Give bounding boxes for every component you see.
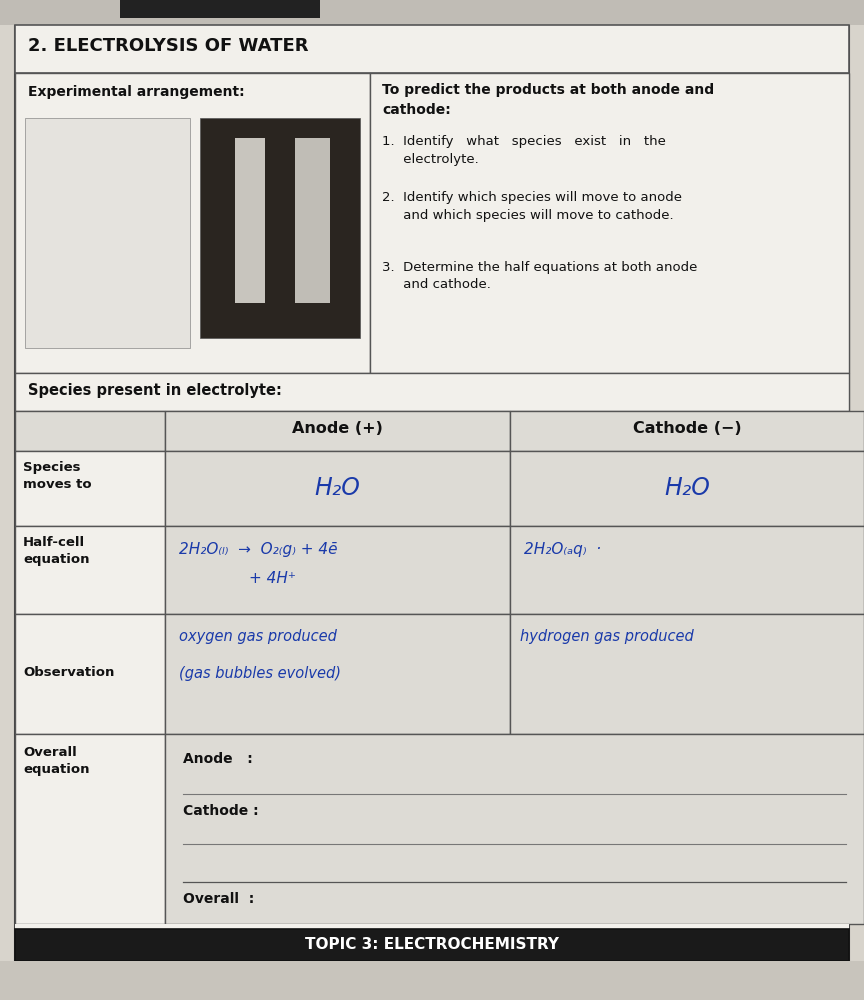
Bar: [510, 614, 864, 734]
Text: Anode   :: Anode :: [183, 752, 253, 766]
Text: Cathode (−): Cathode (−): [632, 421, 741, 436]
Text: 2H₂O₍ₗ₎  →  O₂₍g₎ + 4ē: 2H₂O₍ₗ₎ → O₂₍g₎ + 4ē: [179, 542, 338, 557]
Text: Observation: Observation: [23, 666, 114, 679]
Text: 2. ELECTROLYSIS OF WATER: 2. ELECTROLYSIS OF WATER: [28, 37, 308, 55]
Text: Experimental arrangement:: Experimental arrangement:: [28, 85, 245, 99]
Text: Species present in electrolyte:: Species present in electrolyte:: [28, 383, 282, 398]
Text: Species
moves to: Species moves to: [23, 461, 92, 491]
Bar: [510, 526, 864, 614]
Bar: [235, 138, 265, 303]
Bar: [200, 118, 360, 338]
Text: 2.  Identify which species will move to anode
     and which species will move t: 2. Identify which species will move to a…: [382, 191, 682, 222]
Text: (gas bubbles evolved): (gas bubbles evolved): [179, 666, 341, 681]
Text: 1.  Identify   what   species   exist   in   the
     electrolyte.: 1. Identify what species exist in the el…: [382, 135, 666, 165]
Bar: [15, 451, 165, 526]
Text: H₂O: H₂O: [314, 476, 360, 500]
Bar: [165, 451, 510, 526]
Bar: [15, 526, 165, 614]
Bar: [15, 25, 849, 73]
Bar: [0, 0, 864, 25]
Bar: [15, 73, 370, 373]
Text: Cathode :: Cathode :: [183, 804, 258, 818]
Bar: [0, 961, 864, 1000]
Bar: [15, 614, 165, 734]
Bar: [165, 411, 510, 451]
Bar: [15, 373, 849, 411]
Bar: [165, 614, 510, 734]
Bar: [15, 924, 849, 932]
Text: oxygen gas produced: oxygen gas produced: [179, 629, 337, 644]
Text: TOPIC 3: ELECTROCHEMISTRY: TOPIC 3: ELECTROCHEMISTRY: [305, 937, 559, 952]
Bar: [25, 118, 190, 348]
Bar: [510, 451, 864, 526]
Text: Half-cell
equation: Half-cell equation: [23, 536, 90, 566]
Bar: [15, 929, 849, 961]
Bar: [370, 73, 849, 373]
Text: hydrogen gas produced: hydrogen gas produced: [520, 629, 694, 644]
Bar: [295, 138, 330, 303]
Bar: [15, 734, 165, 924]
Text: + 4H⁺: + 4H⁺: [249, 571, 295, 586]
Bar: [165, 734, 864, 924]
Text: H₂O: H₂O: [664, 476, 710, 500]
Text: 3.  Determine the half equations at both anode
     and cathode.: 3. Determine the half equations at both …: [382, 261, 697, 292]
Bar: [120, 0, 320, 18]
Text: Anode (+): Anode (+): [291, 421, 383, 436]
Text: Overall
equation: Overall equation: [23, 746, 90, 776]
Bar: [510, 411, 864, 451]
Bar: [165, 526, 510, 614]
Text: Overall  :: Overall :: [183, 892, 254, 906]
Text: 2H₂O₍ₐq₎  ·: 2H₂O₍ₐq₎ ·: [524, 542, 601, 557]
Bar: [15, 411, 165, 451]
Text: To predict the products at both anode and
cathode:: To predict the products at both anode an…: [382, 83, 715, 116]
